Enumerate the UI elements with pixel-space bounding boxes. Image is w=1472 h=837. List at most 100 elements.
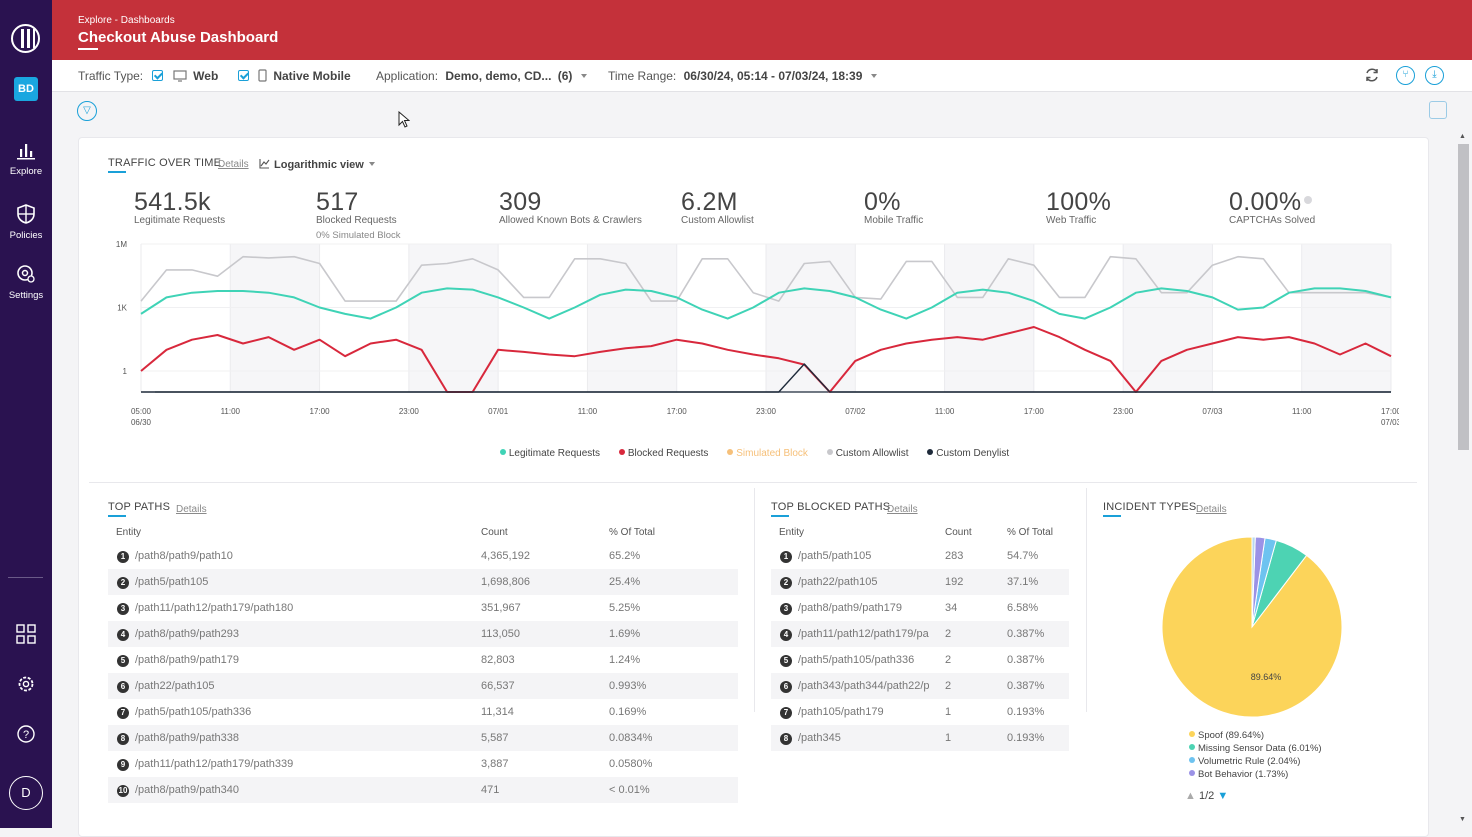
entity-path[interactable]: /path8/path9/path179 [135, 653, 239, 666]
page-scrollbar[interactable]: ▲ ▼ [1456, 133, 1470, 828]
download-button[interactable]: ⤓ [1425, 66, 1444, 85]
entity-cell[interactable]: 7/path105/path179 [771, 699, 945, 725]
info-icon[interactable] [1304, 196, 1313, 204]
entity-path[interactable]: /path345 [798, 731, 841, 744]
legend-item-allowlist[interactable]: Custom Allowlist [826, 448, 909, 459]
legend-item-simulated[interactable]: Simulated Block [727, 448, 808, 459]
table-row[interactable]: 7/path105/path179 1 0.193% [771, 699, 1069, 725]
breadcrumb[interactable]: Explore - Dashboards [78, 15, 175, 26]
entity-cell[interactable]: 10/path8/path9/path340 [108, 777, 481, 803]
entity-cell[interactable]: 6/path22/path105 [108, 673, 481, 699]
table-row[interactable]: 2/path5/path105 1,698,806 25.4% [108, 569, 738, 595]
pie-legend-item[interactable]: Spoof (89.64%) [1189, 729, 1322, 742]
apps-grid-icon[interactable] [16, 624, 36, 644]
scrollbar-thumb[interactable] [1458, 144, 1469, 450]
pie-legend-item[interactable]: Volumetric Rule (2.04%) [1189, 755, 1322, 768]
entity-path[interactable]: /path22/path105 [135, 679, 215, 692]
table-row[interactable]: 6/path343/path344/path22/p 2 0.387% [771, 673, 1069, 699]
entity-path[interactable]: /path22/path105 [798, 575, 878, 588]
column-header[interactable]: Entity [779, 526, 805, 538]
column-header[interactable]: Entity [116, 526, 142, 538]
application-filter[interactable]: Application: Demo, demo, CD... (6) [376, 69, 587, 83]
entity-path[interactable]: /path11/path12/path179/path180 [135, 601, 294, 614]
table-row[interactable]: 2/path22/path105 192 37.1% [771, 569, 1069, 595]
table-row[interactable]: 8/path8/path9/path338 5,587 0.0834% [108, 725, 738, 751]
table-row[interactable]: 1/path8/path9/path10 4,365,192 65.2% [108, 543, 738, 569]
legend-item-denylist[interactable]: Custom Denylist [927, 448, 1009, 459]
entity-path[interactable]: /path5/path105/path336 [798, 653, 915, 666]
entity-path[interactable]: /path8/path9/path293 [135, 627, 239, 640]
entity-path[interactable]: /path8/path9/path338 [135, 731, 239, 744]
table-row[interactable]: 3/path11/path12/path179/path180 351,967 5.… [108, 595, 738, 621]
entity-path[interactable]: /path105/path179 [798, 705, 884, 718]
native-mobile-checkbox[interactable] [237, 70, 249, 81]
table-row[interactable]: 3/path8/path9/path179 34 6.58% [771, 595, 1069, 621]
refresh-icon[interactable] [1364, 67, 1380, 83]
entity-cell[interactable]: 9/path11/path12/path179/path339 [108, 751, 481, 777]
entity-path[interactable]: /path8/path9/path10 [135, 549, 233, 562]
legend-item-blocked[interactable]: Blocked Requests [618, 448, 708, 459]
filter-funnel-button[interactable]: ▽ [77, 101, 97, 121]
entity-cell[interactable]: 3/path11/path12/path179/path180 [108, 595, 481, 621]
column-header[interactable]: Count [481, 526, 508, 538]
export-icon[interactable] [1429, 101, 1447, 119]
top-paths-details-link[interactable]: Details [176, 504, 207, 515]
entity-cell[interactable]: 5/path8/path9/path179 [108, 647, 481, 673]
entity-cell[interactable]: 5/path5/path105/path336 [771, 647, 945, 673]
entity-path[interactable]: /path11/path12/path179/path339 [135, 757, 294, 770]
table-row[interactable]: 4/path11/path12/path179/pa 2 0.387% [771, 621, 1069, 647]
column-header[interactable]: Count [945, 526, 972, 538]
entity-cell[interactable]: 8/path8/path9/path338 [108, 725, 481, 751]
nav-settings[interactable]: Settings [0, 262, 52, 301]
traffic-details-link[interactable]: Details [218, 159, 249, 170]
entity-path[interactable]: /path8/path9/path340 [135, 783, 239, 796]
pager-up-arrow-icon[interactable]: ▲ [1185, 790, 1196, 802]
table-row[interactable]: 5/path5/path105/path336 2 0.387% [771, 647, 1069, 673]
nav-policies[interactable]: Policies [0, 202, 52, 241]
table-row[interactable]: 1/path5/path105 283 54.7% [771, 543, 1069, 569]
entity-cell[interactable]: 3/path8/path9/path179 [771, 595, 945, 621]
legend-item-legitimate[interactable]: Legitimate Requests [499, 448, 600, 459]
nav-explore[interactable]: Explore [0, 138, 52, 177]
entity-path[interactable]: /path5/path105 [798, 549, 872, 562]
help-icon[interactable]: ? [16, 724, 36, 744]
scroll-down-arrow-icon[interactable]: ▼ [1459, 816, 1466, 823]
time-range-filter[interactable]: Time Range: 06/30/24, 05:14 - 07/03/24, … [608, 69, 877, 83]
entity-cell[interactable]: 2/path5/path105 [108, 569, 481, 595]
table-row[interactable]: 8/path345 1 0.193% [771, 725, 1069, 751]
entity-cell[interactable]: 7/path5/path105/path336 [108, 699, 481, 725]
entity-cell[interactable]: 4/path8/path9/path293 [108, 621, 481, 647]
entity-cell[interactable]: 2/path22/path105 [771, 569, 945, 595]
entity-cell[interactable]: 1/path5/path105 [771, 543, 945, 569]
entity-path[interactable]: /path8/path9/path179 [798, 601, 902, 614]
table-row[interactable]: 6/path22/path105 66,537 0.993% [108, 673, 738, 699]
column-header[interactable]: % Of Total [1007, 526, 1053, 538]
scroll-up-arrow-icon[interactable]: ▲ [1459, 133, 1466, 140]
view-mode-dropdown[interactable]: Logarithmic view [259, 158, 375, 171]
pie-slice[interactable] [1251, 536, 1256, 628]
share-button[interactable]: ⑂ [1396, 66, 1415, 85]
entity-path[interactable]: /path5/path105/path336 [135, 705, 252, 718]
entity-path[interactable]: /path343/path344/path22/p [798, 679, 930, 692]
column-header[interactable]: % Of Total [609, 526, 655, 538]
incident-types-details-link[interactable]: Details [1196, 504, 1227, 515]
pie-legend-item[interactable]: Missing Sensor Data (6.01%) [1189, 742, 1322, 755]
pie-legend-item[interactable]: Bot Behavior (1.73%) [1189, 768, 1322, 781]
gear-icon[interactable] [16, 674, 36, 694]
table-row[interactable]: 5/path8/path9/path179 82,803 1.24% [108, 647, 738, 673]
entity-cell[interactable]: 4/path11/path12/path179/pa [771, 621, 945, 647]
table-row[interactable]: 10/path8/path9/path340 471 < 0.01% [108, 777, 738, 803]
table-row[interactable]: 9/path11/path12/path179/path339 3,887 0.05… [108, 751, 738, 777]
entity-cell[interactable]: 1/path8/path9/path10 [108, 543, 481, 569]
user-badge[interactable]: BD [14, 77, 38, 101]
table-row[interactable]: 4/path8/path9/path293 113,050 1.69% [108, 621, 738, 647]
web-checkbox[interactable] [152, 70, 164, 81]
entity-path[interactable]: /path11/path12/path179/pa [798, 627, 929, 640]
entity-cell[interactable]: 8/path345 [771, 725, 945, 751]
brand-logo[interactable] [11, 24, 40, 53]
entity-path[interactable]: /path5/path105 [135, 575, 209, 588]
entity-cell[interactable]: 6/path343/path344/path22/p [771, 673, 945, 699]
top-blocked-details-link[interactable]: Details [887, 504, 918, 515]
avatar[interactable]: D [9, 776, 43, 810]
table-row[interactable]: 7/path5/path105/path336 11,314 0.169% [108, 699, 738, 725]
